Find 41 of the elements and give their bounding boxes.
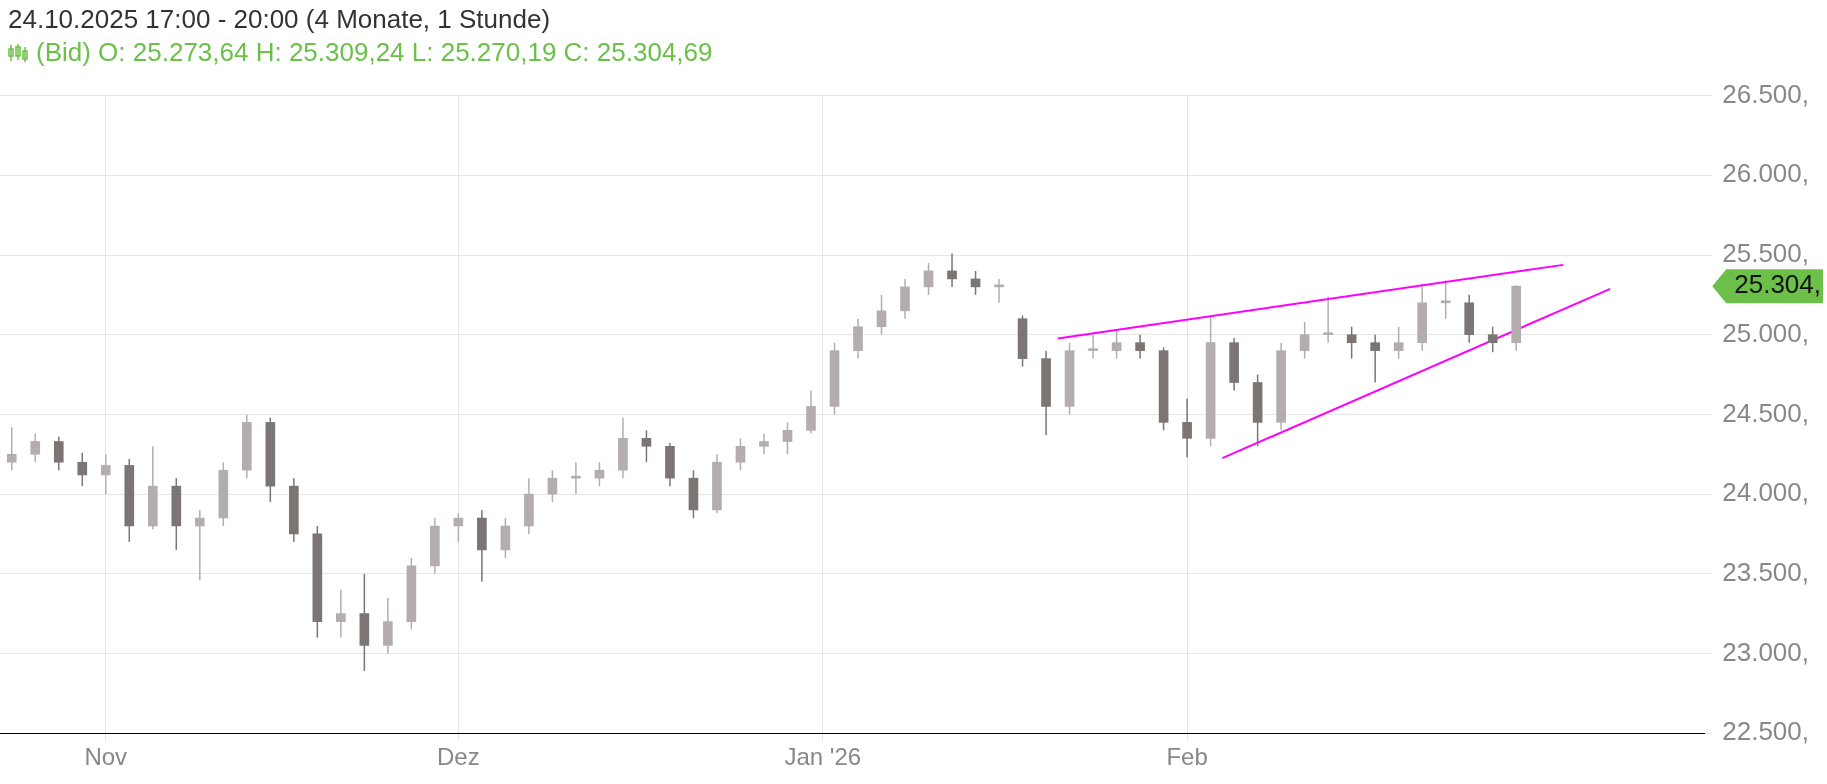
candlestick <box>1182 397 1192 459</box>
y-tick-label: 25.500, <box>1722 238 1809 269</box>
candlestick <box>1088 333 1098 360</box>
y-tick-label: 24.500, <box>1722 397 1809 428</box>
candlestick <box>194 509 205 581</box>
candlestick <box>876 294 887 336</box>
x-tick-label: Dez <box>437 743 480 771</box>
candlestick <box>100 453 111 495</box>
y-tick-label: 25.000, <box>1722 317 1809 348</box>
candlestick <box>782 421 793 455</box>
candlestick <box>1487 325 1498 353</box>
candlestick <box>641 429 652 463</box>
y-tick-label: 26.500, <box>1722 78 1809 109</box>
x-tick-label: Nov <box>84 743 128 771</box>
candlestick <box>923 262 934 296</box>
candlestick <box>1393 325 1404 360</box>
candlestick <box>77 451 88 487</box>
chart-subtitle: (Bid) O: 25.273,64 H: 25.309,24 L: 25.270,19 C: 25.304,69 <box>36 37 713 68</box>
chart-title: 24.10.2025 17:00 - 20:00 (4 Monate, 1 Stunde) <box>8 4 552 35</box>
candlestick <box>30 432 41 463</box>
candlestick <box>53 435 64 471</box>
candlestick <box>947 252 957 288</box>
candlestick <box>1323 295 1333 344</box>
y-tick-label: 22.500, <box>1722 716 1809 747</box>
y-tick-label: 23.000, <box>1722 636 1809 667</box>
y-tick-label: 26.000, <box>1722 158 1809 189</box>
candlestick <box>735 437 746 471</box>
x-tick-label: Feb <box>1166 743 1208 771</box>
candlestick <box>1370 333 1380 384</box>
candlestick <box>6 426 17 471</box>
candlestick <box>1299 321 1310 360</box>
candlestick <box>759 432 769 455</box>
y-tick-label: 24.000, <box>1722 477 1809 508</box>
y-tick-label: 23.500, <box>1722 556 1809 587</box>
candlestick <box>547 469 558 503</box>
candlestick <box>336 588 346 639</box>
text: 25.304, <box>1734 269 1821 300</box>
candlestick <box>1135 333 1145 360</box>
x-tick-label: Jan '26 <box>784 743 862 771</box>
candlestick <box>1111 329 1122 360</box>
candlestick <box>1346 325 1357 360</box>
